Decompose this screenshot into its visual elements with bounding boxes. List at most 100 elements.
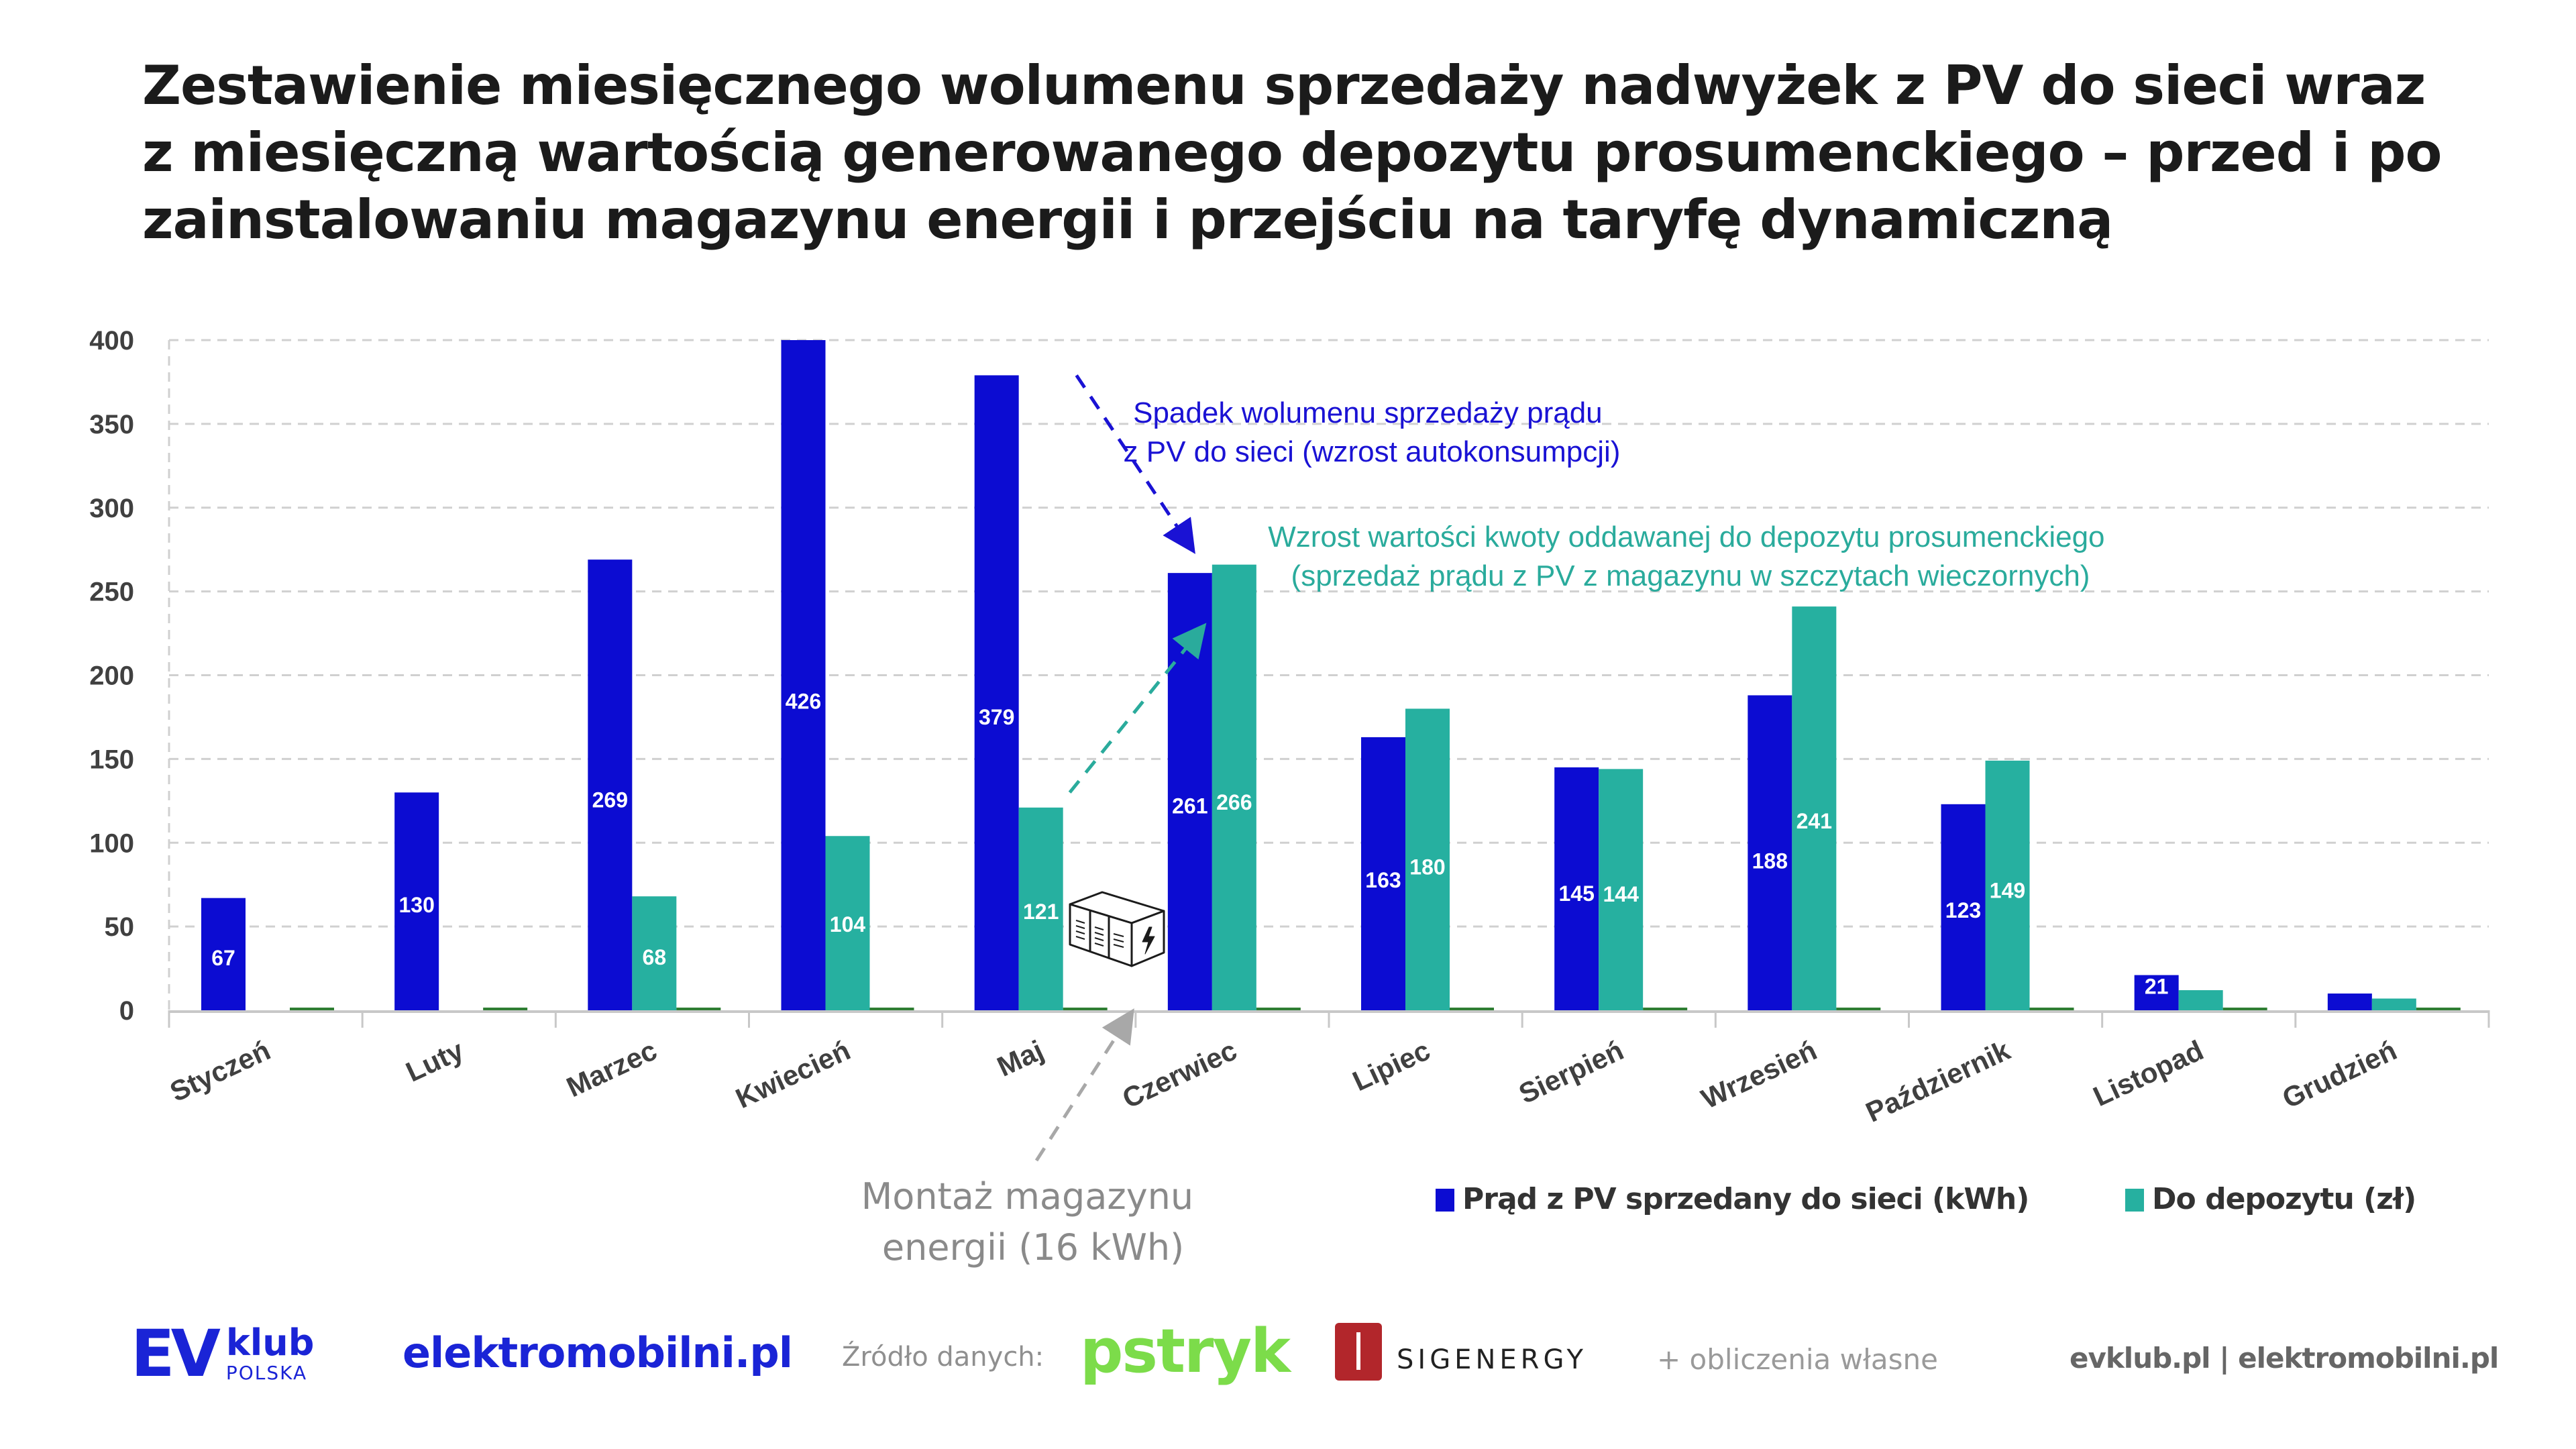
- bar-zero-series: [1063, 1008, 1108, 1010]
- y-tick-label: 150: [89, 745, 134, 774]
- bar-deposit: [2178, 990, 2223, 1010]
- bar-deposit: [1018, 807, 1063, 1010]
- y-tick-label: 350: [89, 410, 134, 439]
- evklub-logo-mark: EV: [131, 1316, 221, 1391]
- legend-item-pv[interactable]: Prąd z PV sprzedany do sieci (kWh): [1436, 1182, 2029, 1216]
- data-label-deposit: 241: [1796, 809, 1832, 833]
- y-tick-label: 300: [89, 494, 134, 523]
- data-label-deposit: 266: [1216, 790, 1252, 814]
- data-label-pv: 269: [592, 788, 628, 812]
- elektromobilni-logo[interactable]: elektromobilni.pl: [402, 1328, 793, 1377]
- bar-pv-sold: [2327, 994, 2372, 1010]
- bar-chart: 0 50 100 150 200 250 300 350 400 67 130 269 68 426 10…: [89, 326, 2490, 1269]
- bar-pv-sold: [1554, 767, 1599, 1010]
- annotation-storage-install: Montaż magazynu energii (16 kWh): [861, 891, 1205, 1269]
- gridlines: [168, 339, 2489, 1010]
- legend-swatch-pv: [1436, 1189, 1454, 1212]
- annotation-deposit-rise: Wzrost wartości kwoty oddawanej do depoz…: [1068, 521, 2113, 794]
- annotation-arrow-storage-install: [1034, 1008, 1134, 1162]
- bar-zero-series: [1256, 1008, 1301, 1010]
- data-label-deposit: 149: [1990, 879, 2025, 903]
- data-label-pv: 21: [2145, 975, 2169, 999]
- bar-zero-series: [676, 1008, 721, 1010]
- bar-pv-sold: [1748, 695, 1792, 1010]
- sigenergy-logo[interactable]: SIGENERGY: [1335, 1323, 1587, 1381]
- x-tick-label: Czerwiec: [1118, 1034, 1242, 1115]
- data-label-pv: 67: [211, 946, 235, 970]
- sigenergy-logo-text: SIGENERGY: [1397, 1344, 1587, 1375]
- x-tick-label: Wrzesień: [1697, 1034, 1821, 1115]
- legend-label-deposit: Do depozytu (zł): [2152, 1182, 2416, 1216]
- x-axis: Styczeń Luty Marzec Kwiecień Maj Czerwiec Lipi…: [165, 1010, 2490, 1128]
- y-tick-label: 50: [105, 912, 135, 942]
- x-tick-label: Październik: [1861, 1034, 2015, 1128]
- bar-deposit: [632, 896, 677, 1010]
- bar-deposit: [1985, 760, 2030, 1010]
- chart-title-line: zainstalowaniu magazynu energii i przejś…: [142, 189, 2113, 251]
- data-label-deposit: 68: [643, 945, 667, 969]
- bar-pv-sold: [1167, 573, 1212, 1010]
- bar-zero-series: [1836, 1008, 1881, 1010]
- data-label-pv: 123: [1945, 898, 1981, 922]
- bar-pv-sold: [394, 792, 439, 1010]
- legend-label-pv: Prąd z PV sprzedany do sieci (kWh): [1462, 1182, 2029, 1216]
- data-label-deposit: 104: [830, 912, 866, 936]
- bar-pv-sold: [1941, 804, 1986, 1010]
- chart-title: Zestawienie miesięcznego wolumenu sprzed…: [142, 52, 2530, 254]
- x-tick-label: Lipiec: [1348, 1034, 1435, 1097]
- y-tick-label: 200: [89, 661, 134, 691]
- data-label-deposit: 121: [1023, 900, 1059, 924]
- bar-zero-series: [2029, 1008, 2074, 1010]
- y-axis: 0 50 100 150 200 250 300 350 400: [89, 326, 134, 1026]
- chart-title-line: z miesięczną wartością generowanego depo…: [142, 121, 2442, 184]
- data-label-pv: 379: [979, 705, 1014, 729]
- evklub-logo-sub: POLSKA: [225, 1362, 308, 1384]
- sigenergy-logo-mark: [1335, 1323, 1382, 1381]
- legend-item-deposit[interactable]: Do depozytu (zł): [2125, 1182, 2416, 1216]
- x-tick-label: Styczeń: [165, 1034, 275, 1108]
- x-tick-label: Luty: [401, 1034, 469, 1087]
- y-tick-label: 0: [119, 996, 134, 1026]
- data-label-deposit: 144: [1603, 882, 1639, 906]
- bar-zero-series: [869, 1008, 914, 1010]
- bar-zero-series: [1450, 1008, 1494, 1010]
- own-calculations-note: + obliczenia własne: [1657, 1343, 1938, 1376]
- x-tick-label: Sierpień: [1514, 1034, 1628, 1110]
- data-label-pv: 188: [1752, 849, 1788, 873]
- footer: EV klub POLSKA elektromobilni.pl Źródło …: [0, 1301, 2576, 1409]
- source-label: Źródło danych:: [842, 1342, 1044, 1373]
- y-tick-label: 250: [89, 578, 134, 607]
- footer-urls[interactable]: evklub.pl | elektromobilni.pl: [2070, 1342, 2499, 1375]
- y-tick-label: 400: [89, 326, 134, 356]
- bar-deposit: [1599, 769, 1644, 1010]
- bar-pv-sold: [588, 559, 633, 1010]
- x-tick-label: Marzec: [561, 1034, 661, 1104]
- bar-deposit: [1405, 708, 1450, 1010]
- bar-pv-sold: [201, 898, 246, 1010]
- bar-pv-sold: [974, 375, 1019, 1010]
- annotation-text-deposit-rise: Wzrost wartości kwoty oddawanej do depoz…: [1268, 521, 2113, 592]
- annotation-text-storage-install: Montaż magazynu energii (16 kWh): [861, 1175, 1205, 1269]
- data-labels: 67 130 269 68 426 104 379 121 261 266 163 180 145 144…: [211, 689, 2168, 998]
- bar-zero-series: [2222, 1008, 2267, 1010]
- data-label-pv: 261: [1172, 794, 1208, 818]
- bar-zero-series: [2416, 1008, 2461, 1010]
- x-tick-label: Maj: [992, 1034, 1048, 1083]
- x-tick-label: Grudzień: [2277, 1034, 2402, 1115]
- bar-zero-series: [290, 1008, 334, 1010]
- bar-deposit: [2371, 998, 2416, 1010]
- data-label-pv: 145: [1558, 881, 1594, 906]
- legend: Prąd z PV sprzedany do sieci (kWh) Do de…: [1436, 1182, 2416, 1216]
- bar-pv-sold: [1361, 737, 1405, 1010]
- battery-storage-container-icon: [1069, 891, 1165, 967]
- evklub-logo[interactable]: EV klub POLSKA: [131, 1322, 314, 1386]
- x-tick-label: Listopad: [2088, 1034, 2208, 1113]
- legend-swatch-deposit: [2125, 1189, 2144, 1212]
- y-tick-label: 100: [89, 828, 134, 858]
- pstryk-logo[interactable]: pstryk: [1080, 1316, 1291, 1387]
- annotation-arrow-deposit-rise: [1068, 623, 1207, 794]
- annotation-text-pv-drop: Spadek wolumenu sprzedaży prądu z PV do …: [1124, 396, 1621, 468]
- bar-zero-series: [483, 1008, 528, 1010]
- data-label-pv: 426: [786, 689, 821, 713]
- data-label-pv: 130: [398, 893, 434, 917]
